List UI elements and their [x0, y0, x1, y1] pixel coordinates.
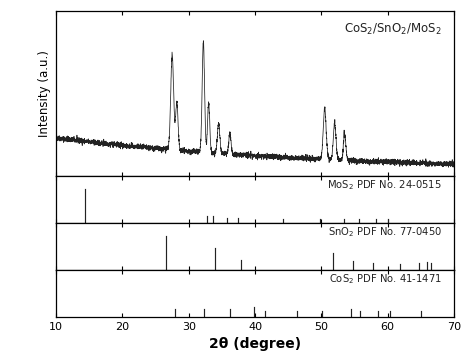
Text: CoS$_2$/SnO$_2$/MoS$_2$: CoS$_2$/SnO$_2$/MoS$_2$ [344, 22, 442, 37]
Text: CoS$_2$ PDF No. 41-1471: CoS$_2$ PDF No. 41-1471 [329, 272, 442, 286]
Y-axis label: Intensity (a.u.): Intensity (a.u.) [37, 50, 51, 137]
Text: MoS$_2$ PDF No. 24-0515: MoS$_2$ PDF No. 24-0515 [327, 178, 442, 192]
Text: SnO$_2$ PDF No. 77-0450: SnO$_2$ PDF No. 77-0450 [328, 225, 442, 239]
X-axis label: 2θ (degree): 2θ (degree) [209, 337, 301, 351]
